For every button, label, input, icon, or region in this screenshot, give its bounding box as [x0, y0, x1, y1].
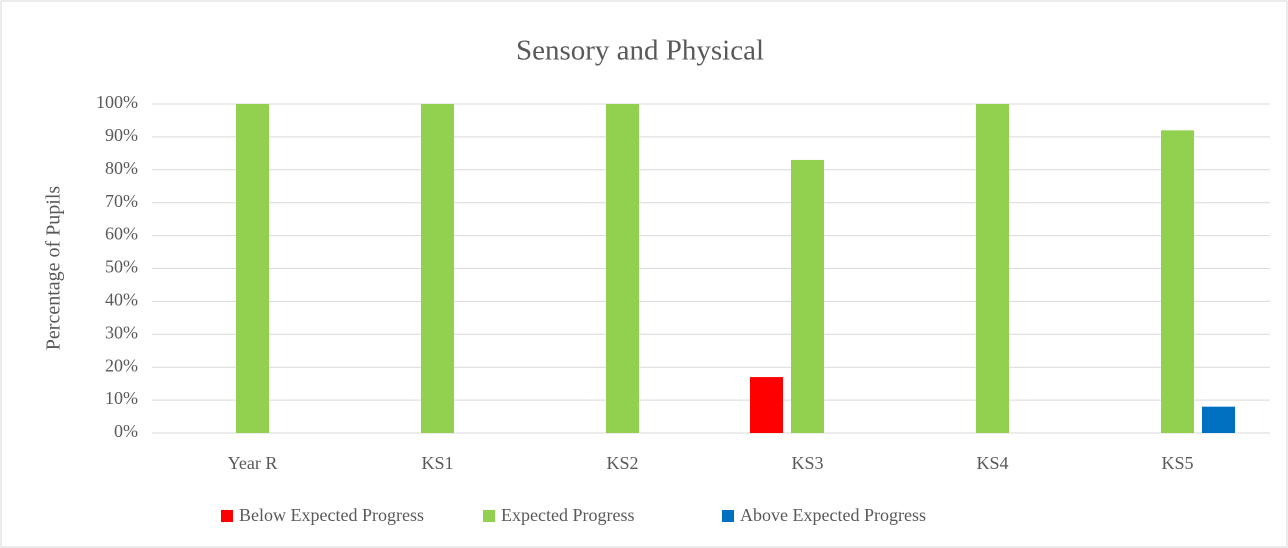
- legend-swatch: [722, 510, 734, 522]
- x-tick-label: KS3: [791, 453, 823, 473]
- bar: [421, 104, 454, 433]
- legend-label: Expected Progress: [501, 505, 634, 525]
- x-tick-label: KS1: [421, 453, 453, 473]
- legend-label: Below Expected Progress: [239, 505, 424, 525]
- bar: [236, 104, 269, 433]
- y-tick-label: 50%: [105, 257, 138, 277]
- y-tick-label: 80%: [105, 158, 138, 178]
- y-tick-label: 40%: [105, 290, 138, 310]
- x-tick-label: Year R: [228, 453, 278, 473]
- legend-swatch: [483, 510, 495, 522]
- x-tick-label: KS5: [1161, 453, 1193, 473]
- x-tick-label: KS4: [976, 453, 1008, 473]
- bar: [1202, 406, 1235, 433]
- bar: [750, 377, 783, 433]
- y-tick-label: 70%: [105, 191, 138, 211]
- y-tick-label: 20%: [105, 355, 138, 375]
- x-tick-label: KS2: [606, 453, 638, 473]
- y-tick-label: 30%: [105, 322, 138, 342]
- bar: [1161, 130, 1194, 433]
- y-tick-label: 100%: [96, 92, 138, 112]
- legend-label: Above Expected Progress: [740, 505, 926, 525]
- y-tick-label: 90%: [105, 125, 138, 145]
- y-tick-label: 0%: [114, 421, 138, 441]
- chart-title: Sensory and Physical: [516, 35, 764, 67]
- bar: [606, 104, 639, 433]
- y-tick-label: 60%: [105, 224, 138, 244]
- bar: [976, 104, 1009, 433]
- legend-swatch: [221, 510, 233, 522]
- bar: [791, 159, 824, 433]
- y-tick-label: 10%: [105, 388, 138, 408]
- y-axis-label: Percentage of Pupils: [43, 186, 65, 351]
